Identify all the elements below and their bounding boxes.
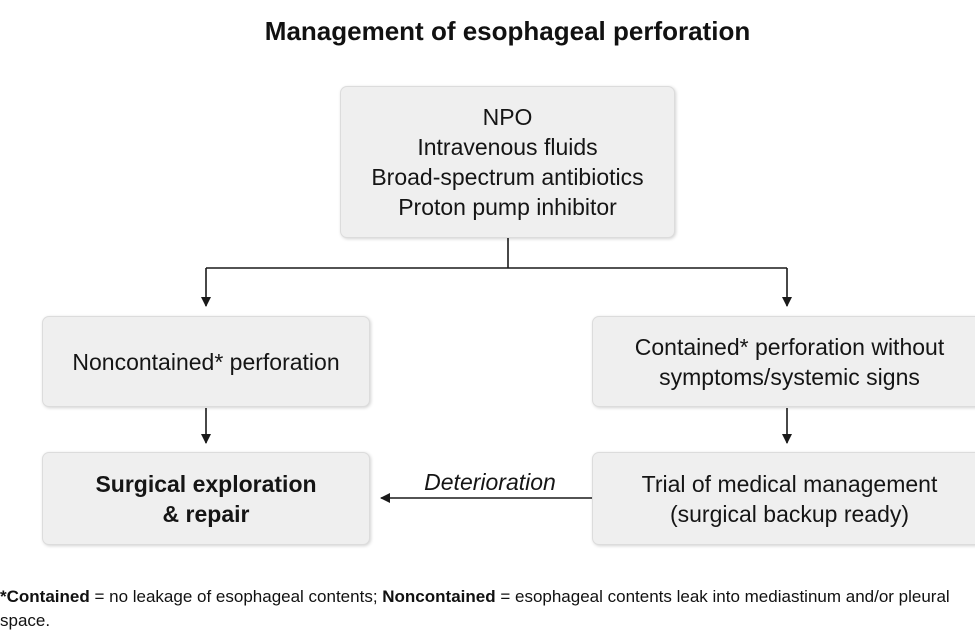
contained-perforation-box: Contained* perforation without symptoms/… [592, 316, 975, 407]
footnote-contained-term: *Contained [0, 587, 90, 606]
footnote: *Contained = no leakage of esophageal co… [0, 585, 975, 633]
initial-line-1: NPO [482, 104, 533, 130]
trial-line-2: (surgical backup ready) [669, 500, 910, 527]
surgical-line-2: & repair [162, 500, 250, 527]
footnote-contained-definition: = no leakage of esophageal contents; [89, 587, 383, 606]
trial-medical-management-box: Trial of medical management (surgical ba… [592, 452, 975, 545]
trial-line-1: Trial of medical management [641, 470, 938, 497]
initial-line-3: Broad-spectrum antibiotics [371, 164, 644, 190]
contained-line-1: Contained* perforation without [634, 333, 945, 360]
noncontained-line-1: Noncontained* perforation [72, 348, 340, 375]
deterioration-label: Deterioration [424, 469, 556, 495]
footnote-noncontained-term: Noncontained [382, 587, 496, 606]
footnote-noncontained-definition: = esophageal contents leak into mediasti… [0, 587, 950, 630]
noncontained-perforation-box: Noncontained* perforation [42, 316, 370, 407]
surgical-exploration-box: Surgical exploration & repair [42, 452, 370, 545]
initial-line-4: Proton pump inhibitor [398, 194, 617, 220]
initial-line-2: Intravenous fluids [417, 134, 598, 160]
initial-management-box: NPO Intravenous fluids Broad-spectrum an… [340, 86, 675, 238]
contained-line-2: symptoms/systemic signs [659, 363, 920, 390]
diagram-title: Management of esophageal perforation [264, 16, 751, 46]
surgical-line-1: Surgical exploration [95, 470, 317, 497]
